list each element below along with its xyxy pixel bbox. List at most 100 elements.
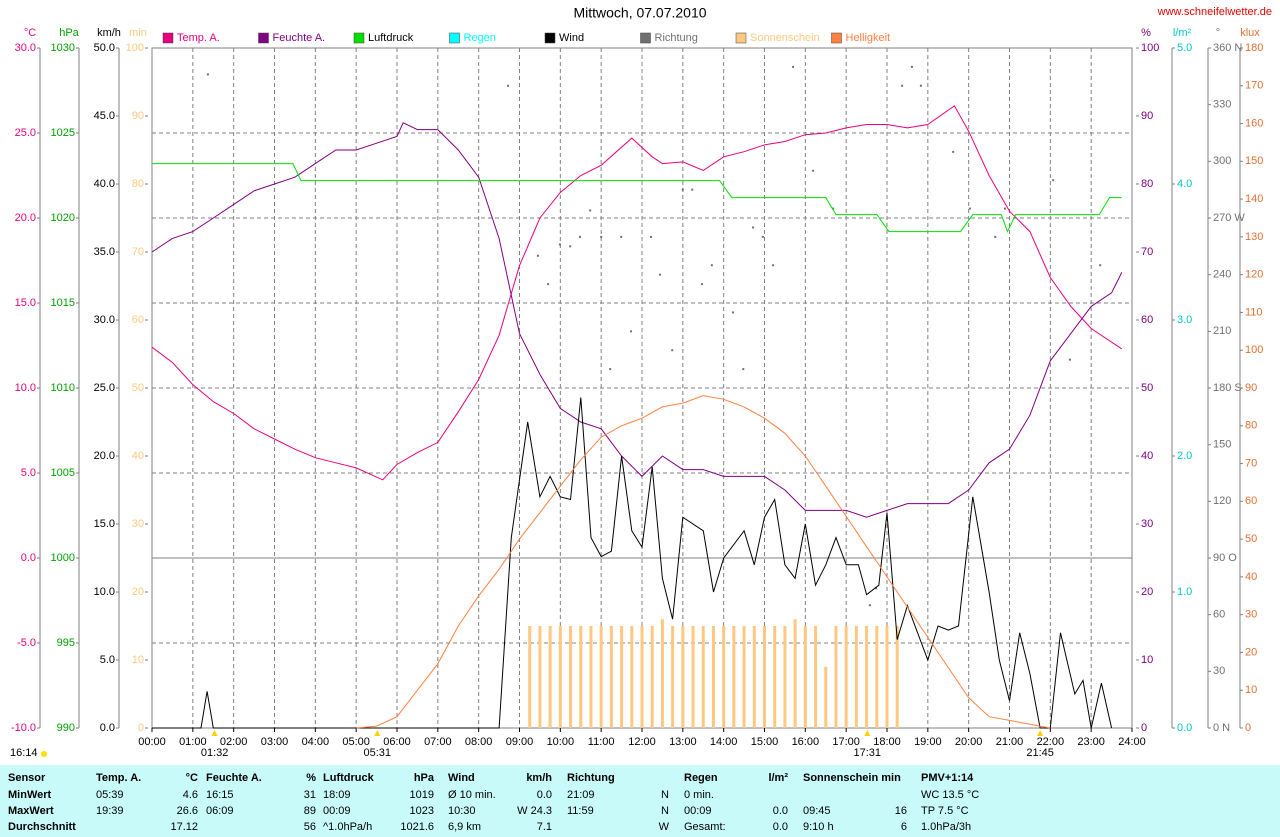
y-tick-label: 40 — [1245, 571, 1257, 583]
bar — [742, 626, 746, 728]
point — [620, 235, 623, 238]
y-tick-label: -10.0 — [11, 722, 36, 734]
y-tick-label: 90 — [1141, 110, 1153, 122]
y-tick-label: 1025 — [51, 127, 75, 139]
point — [547, 283, 550, 286]
y-tick-label: 60 — [1213, 609, 1225, 621]
bar — [773, 626, 777, 728]
table-cell: 21:09 — [567, 789, 595, 801]
x-tick-label: 13:00 — [669, 736, 697, 748]
bar — [579, 626, 583, 728]
y-tick-label: 80 — [132, 178, 144, 190]
y-tick-label: 1.0 — [1177, 586, 1192, 598]
table-header: Regen — [684, 772, 718, 784]
bar — [763, 626, 766, 728]
table-cell: N — [661, 805, 669, 817]
y-tick-label: 1030 — [51, 42, 75, 54]
y-tick-label: 90 — [1245, 382, 1257, 394]
y-tick-label: 300 — [1213, 155, 1231, 167]
bar — [691, 626, 695, 728]
y-tick-label: 3.0 — [1177, 314, 1192, 326]
table-header: Sonnenschein min — [803, 772, 901, 784]
y-tick-label: 30 — [1213, 665, 1225, 677]
bar — [620, 626, 624, 728]
chart-title: Mittwoch, 07.07.2010 — [573, 5, 706, 21]
table-cell: WC 13.5 °C — [921, 789, 979, 801]
axis-unit: % — [1141, 27, 1151, 39]
bar — [844, 626, 848, 728]
bar — [803, 626, 807, 728]
y-tick-label: 60 — [132, 314, 144, 326]
table-cell: 9:10 h — [803, 821, 834, 833]
y-tick-label: 1020 — [51, 212, 75, 224]
table-cell: W — [659, 821, 670, 833]
x-tick-label: 07:00 — [424, 736, 452, 748]
line — [152, 163, 1122, 233]
y-tick-label: 30.0 — [94, 314, 115, 326]
stats-background — [0, 765, 1280, 837]
axis-unit: km/h — [97, 27, 121, 39]
bar — [599, 626, 603, 728]
legend-label: Sonnenschein — [750, 32, 820, 44]
x-tick-label: 12:00 — [628, 736, 656, 748]
legend-label: Helligkeit — [846, 32, 891, 44]
y-tick-label: 20.0 — [94, 450, 115, 462]
table-header: % — [306, 772, 316, 784]
bar — [783, 626, 787, 728]
table-cell: 1019 — [410, 789, 434, 801]
point — [761, 235, 764, 238]
bar — [589, 626, 593, 728]
table-header: PMV+1:14 — [921, 772, 974, 784]
point — [952, 150, 955, 153]
bar — [538, 626, 542, 728]
y-tick-label: 20 — [1245, 646, 1257, 658]
table-cell: MinWert — [8, 789, 52, 801]
axis-unit: hPa — [59, 27, 79, 39]
table-header: Richtung — [567, 772, 615, 784]
x-tick-label: 22:00 — [1037, 736, 1065, 748]
legend-swatch — [735, 32, 747, 44]
bar — [650, 626, 654, 728]
y-tick-label: 90 O — [1213, 552, 1237, 564]
y-tick-label: 0 N — [1213, 722, 1230, 734]
table-cell: 19:39 — [96, 805, 124, 817]
table-cell: 6 — [901, 821, 907, 833]
annotation: 17:31 — [854, 747, 882, 759]
legend-label: Wind — [559, 32, 584, 44]
y-tick-label: 20 — [1141, 586, 1153, 598]
legend-label: Temp. A. — [177, 32, 220, 44]
point — [681, 188, 684, 191]
point — [589, 209, 592, 212]
table-header: km/h — [526, 772, 552, 784]
y-tick-label: 80 — [1141, 178, 1153, 190]
x-tick-label: 15:00 — [751, 736, 779, 748]
y-tick-label: 150 — [1213, 439, 1231, 451]
y-tick-label: 0.0 — [1177, 722, 1192, 734]
table-cell: Gesamt: — [684, 821, 726, 833]
y-tick-label: 40.0 — [94, 178, 115, 190]
x-tick-label: 10:00 — [547, 736, 575, 748]
table-cell: N — [661, 789, 669, 801]
bar — [701, 626, 705, 728]
y-tick-label: 45.0 — [94, 110, 115, 122]
legend-swatch — [831, 32, 842, 44]
table-cell: TP 7.5 °C — [921, 805, 969, 817]
bar — [609, 626, 613, 728]
bar — [671, 626, 675, 728]
y-tick-label: 100 — [1141, 42, 1159, 54]
y-tick-label: 70 — [1245, 457, 1257, 469]
bar — [681, 626, 685, 728]
bar — [865, 626, 869, 728]
y-tick-label: 10 — [1141, 654, 1153, 666]
x-tick-label: 06:00 — [383, 736, 411, 748]
bar — [528, 626, 532, 728]
y-tick-label: 40 — [132, 450, 144, 462]
y-tick-label: 90 — [132, 110, 144, 122]
annotation: 21:45 — [1026, 747, 1054, 759]
annotation: 01:32 — [201, 747, 229, 759]
x-tick-label: 09:00 — [506, 736, 534, 748]
y-tick-label: 180 — [1245, 42, 1263, 54]
y-tick-label: 60 — [1245, 495, 1257, 507]
point — [868, 604, 871, 607]
x-tick-label: 20:00 — [955, 736, 983, 748]
